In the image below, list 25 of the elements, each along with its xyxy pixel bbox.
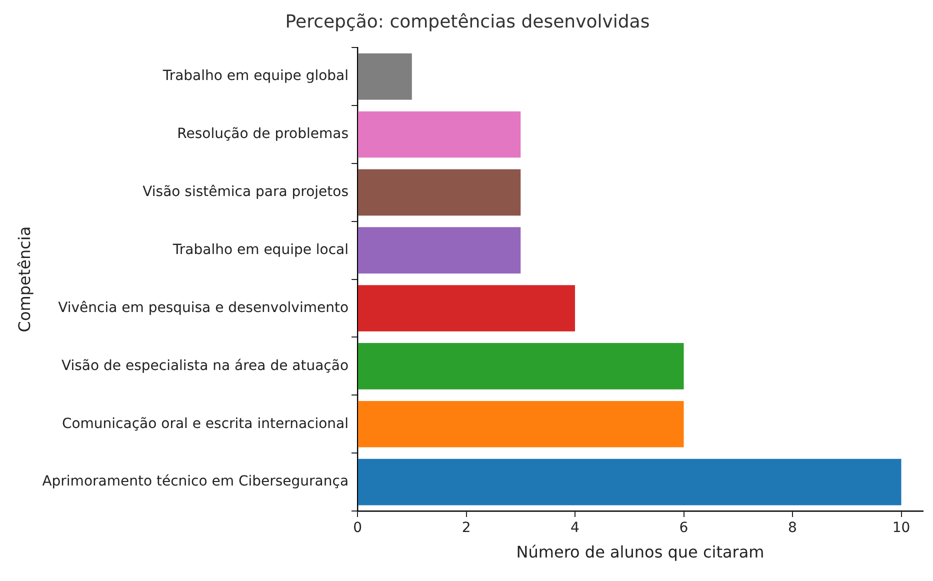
bar (358, 458, 902, 506)
y-tick-label: Trabalho em equipe local (172, 242, 349, 258)
x-tick-label: 4 (570, 520, 580, 536)
y-tick-label: Trabalho em equipe global (162, 68, 349, 84)
x-tick-label: 10 (892, 520, 910, 536)
bar (358, 400, 684, 448)
chart-title: Percepção: competências desenvolvidas (285, 11, 650, 32)
x-tick-label: 6 (679, 520, 688, 536)
y-tick-label: Visão de especialista na área de atuação (61, 358, 349, 374)
bar (358, 111, 521, 158)
y-tick-label: Comunicação oral e escrita internacional (62, 416, 349, 432)
bar (358, 285, 576, 332)
x-axis-title: Número de alunos que citaram (516, 542, 764, 562)
bar (358, 227, 521, 274)
y-tick-label: Visão sistêmica para projetos (142, 184, 349, 200)
x-tick-label: 0 (353, 520, 362, 536)
bar (358, 343, 684, 390)
y-tick-label: Resolução de problemas (177, 126, 349, 142)
bar (358, 53, 412, 100)
x-tick-label: 2 (462, 520, 471, 536)
y-tick-label: Aprimoramento técnico em Cibersegurança (42, 474, 349, 490)
x-tick-label: 8 (788, 520, 797, 536)
bar (358, 169, 521, 216)
y-tick-label: Vivência em pesquisa e desenvolvimento (58, 300, 349, 316)
y-axis-title: Competência (14, 226, 34, 332)
